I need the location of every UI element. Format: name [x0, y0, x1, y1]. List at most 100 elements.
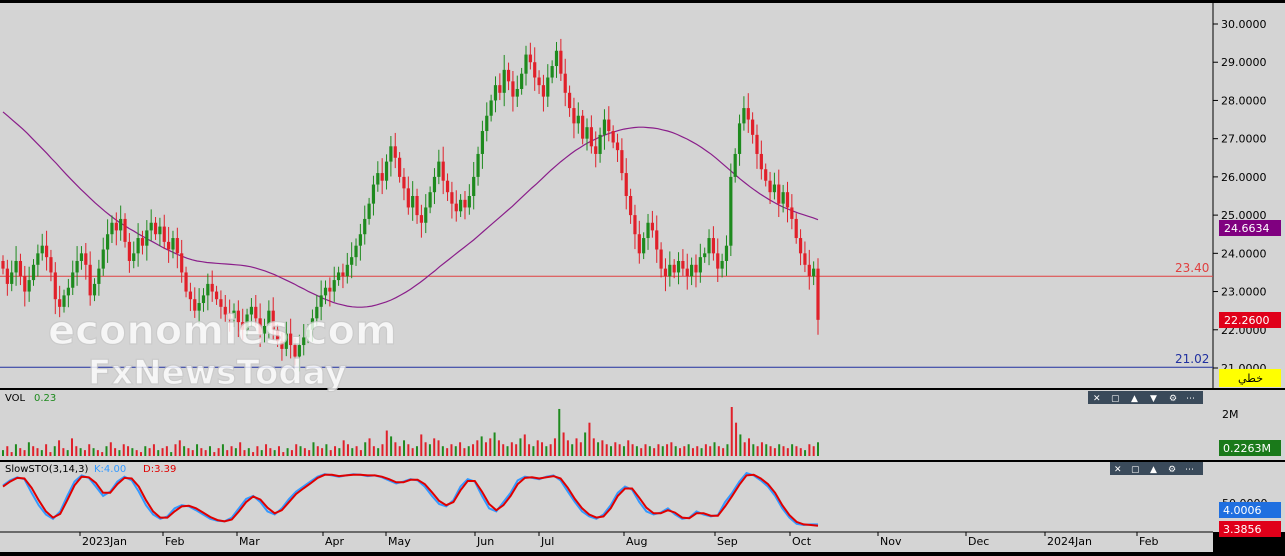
settings-icon[interactable]: ⚙: [1169, 394, 1177, 404]
volume-bar: [817, 442, 819, 456]
candle-body: [110, 222, 114, 235]
lower-level-label: 21.02: [1175, 352, 1209, 366]
volume-bar: [549, 444, 552, 456]
volume-bar: [812, 446, 815, 456]
volume-bar: [420, 434, 423, 456]
candle-body: [729, 176, 733, 246]
price-tick-label: 28.0000: [1221, 94, 1267, 107]
candle-body: [101, 249, 105, 269]
volume-bar: [92, 448, 95, 456]
volume-bar: [605, 444, 608, 456]
close-icon[interactable]: ✕: [1093, 394, 1101, 404]
volume-bar: [722, 448, 725, 456]
volume-bar: [424, 442, 427, 456]
volume-bar: [713, 442, 716, 456]
volume-bar: [226, 450, 229, 456]
candle-body: [228, 314, 232, 319]
volume-bar: [96, 450, 99, 456]
volume-bar: [566, 440, 569, 456]
candle-body: [742, 108, 746, 124]
volume-bar: [635, 446, 638, 456]
candle-body: [171, 238, 175, 250]
candle-body: [376, 173, 380, 185]
volume-bar: [139, 452, 142, 456]
candle-body: [594, 146, 598, 154]
volume-bar: [221, 444, 224, 456]
volume-bar: [584, 432, 587, 456]
tag-label: خطي: [1238, 372, 1263, 385]
candle-body: [676, 260, 681, 273]
candle-body: [254, 306, 258, 319]
candle-body: [275, 329, 280, 342]
volume-bar: [657, 444, 660, 456]
volume-bar: [144, 446, 147, 456]
volume-bars: [2, 407, 819, 456]
volume-bar: [49, 452, 52, 456]
candle-body: [480, 131, 485, 154]
volume-bar: [152, 444, 155, 456]
candle-body: [781, 192, 785, 204]
volume-bar: [735, 422, 738, 456]
vol-last-badge: [1219, 440, 1281, 456]
candle-body: [71, 272, 75, 288]
volume-bar: [359, 450, 362, 456]
date-tick-label: 2023Jan: [82, 535, 127, 548]
candle-body: [602, 119, 607, 135]
candle-body: [798, 238, 803, 254]
close-icon[interactable]: ✕: [1114, 465, 1122, 475]
candle-body: [293, 345, 297, 357]
window-icon[interactable]: ▢: [1131, 465, 1140, 475]
volume-bar: [247, 448, 250, 456]
candle-body: [79, 253, 84, 261]
more-icon[interactable]: ⋯: [1186, 394, 1195, 404]
volume-bar: [696, 446, 699, 456]
window-icon[interactable]: ▢: [1111, 394, 1120, 404]
watermark-line1: economies.com: [48, 308, 397, 354]
volume-bar: [614, 442, 617, 456]
volume-bar: [273, 450, 276, 456]
vol-panel-controls[interactable]: ✕ ▢ ▲ ▼ ⚙ ⋯: [1088, 391, 1203, 404]
sto-d-label: D:3.39: [143, 464, 176, 475]
candle-body: [210, 283, 214, 292]
volume-bar: [765, 444, 768, 456]
vol-title: VOL: [5, 393, 26, 404]
volume-bar: [717, 446, 720, 456]
volume-bar: [122, 444, 125, 456]
candle-body: [572, 108, 576, 124]
settings-icon[interactable]: ⚙: [1168, 465, 1176, 475]
candle-body: [336, 272, 341, 281]
volume-bar: [631, 444, 634, 456]
move-up-icon[interactable]: ▲: [1150, 465, 1157, 475]
candle-body: [650, 222, 654, 231]
candle-body: [384, 161, 389, 181]
candle-body: [36, 253, 40, 265]
candle-body: [589, 127, 593, 147]
more-icon[interactable]: ⋯: [1185, 465, 1194, 475]
volume-bar: [131, 448, 134, 456]
move-down-icon[interactable]: ▼: [1150, 394, 1157, 404]
sto-panel-controls[interactable]: ✕ ▢ ▲ ⚙ ⋯: [1110, 462, 1203, 475]
stochastic-panel: [0, 462, 1213, 532]
candle-body: [694, 264, 698, 273]
candle-body: [149, 222, 153, 231]
candle-body: [698, 257, 702, 273]
candle-body: [328, 287, 332, 292]
volume-bar: [277, 446, 280, 456]
candle-body: [777, 184, 781, 204]
volume-bar: [148, 448, 151, 456]
candle-body: [807, 264, 811, 277]
volume-bar: [506, 446, 509, 456]
candle-body: [75, 260, 79, 273]
price-tick-label: 23.0000: [1221, 286, 1267, 299]
volume-bar: [338, 448, 341, 456]
candle-body: [724, 245, 729, 261]
candle-body: [785, 192, 790, 208]
volume-bar: [329, 450, 332, 456]
volume-bar: [394, 442, 397, 456]
volume-bar: [463, 448, 466, 456]
move-up-icon[interactable]: ▲: [1131, 394, 1138, 404]
candles: [1, 38, 820, 372]
candle-body: [467, 196, 471, 208]
volume-bar: [234, 448, 237, 456]
candle-body: [685, 268, 689, 277]
